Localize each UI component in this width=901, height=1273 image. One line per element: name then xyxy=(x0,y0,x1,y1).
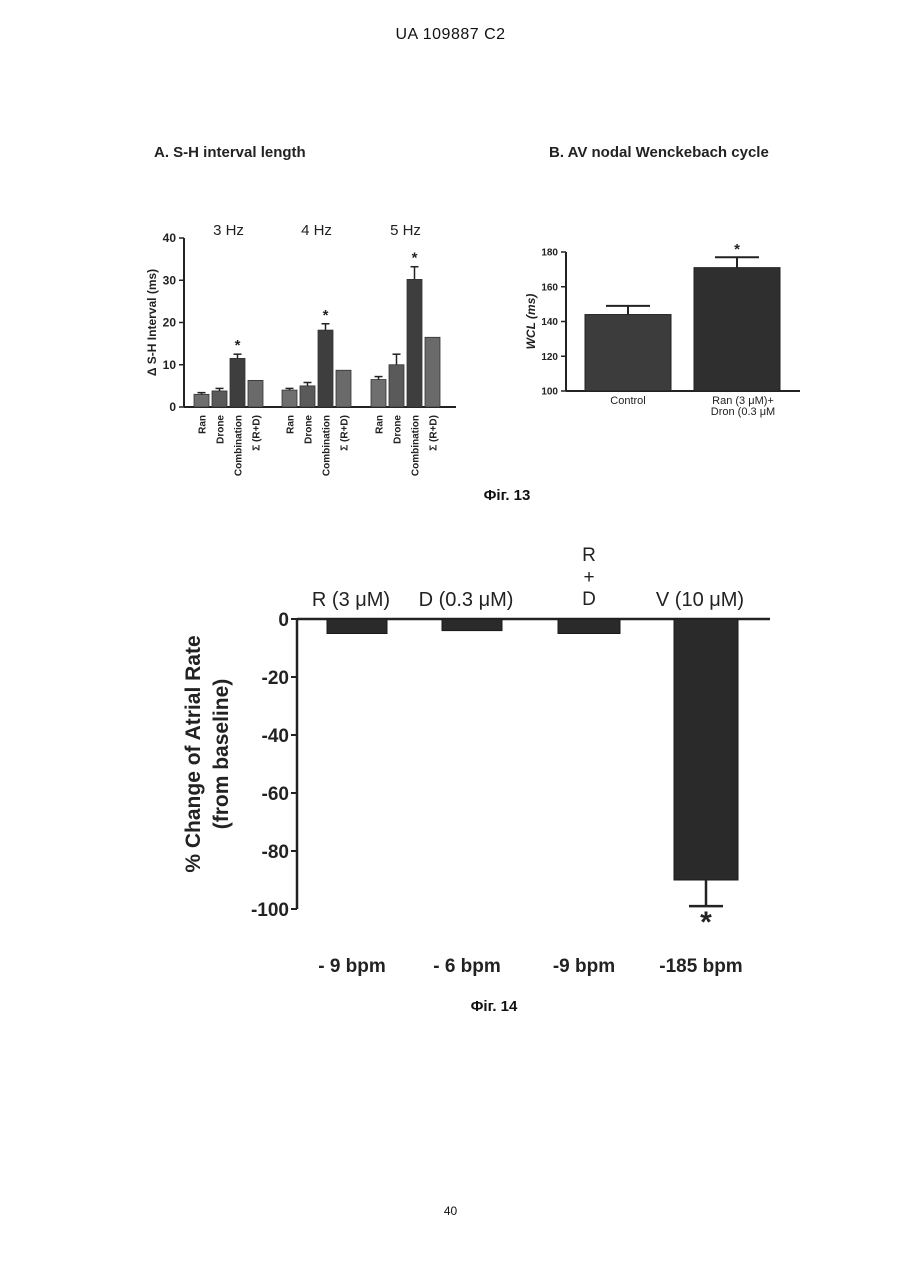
y-tick-label: 40 xyxy=(163,231,177,245)
category-label: R (3 μM) xyxy=(312,589,390,611)
bpm-label: - 9 bpm xyxy=(318,956,386,977)
y-tick-label: -40 xyxy=(262,726,289,747)
patent-header: UA 109887 C2 xyxy=(0,26,901,44)
bar xyxy=(425,337,440,407)
category-label: V (10 μM) xyxy=(656,589,744,611)
figure-13-caption: Фіг. 13 xyxy=(407,487,607,504)
bar xyxy=(212,391,227,407)
y-axis-label: WCL (ms) xyxy=(524,294,538,350)
bar xyxy=(282,390,297,407)
significance-star: * xyxy=(700,906,712,939)
category-label: Ran (3 μM)+Dron (0.3 μM xyxy=(711,395,775,418)
bar xyxy=(230,358,245,407)
y-tick-label: 30 xyxy=(163,273,177,287)
atrial-rate-chart: 0 -20 -40 -60 -80 -100 % Change of Atrial Rate… xyxy=(160,535,800,985)
group-label: 3 Hz xyxy=(213,222,244,239)
bar xyxy=(248,380,263,407)
category-label: Ran xyxy=(198,415,209,434)
bar xyxy=(300,386,315,407)
category-label: Combination xyxy=(411,415,422,476)
bar xyxy=(336,370,351,407)
bpm-label: -9 bpm xyxy=(553,956,615,977)
significance-star: * xyxy=(734,241,740,258)
group-label: 5 Hz xyxy=(390,222,421,239)
panel-a-title: A. S-H interval length xyxy=(154,142,354,164)
figure-14-caption: Фіг. 14 xyxy=(394,998,594,1015)
y-tick-label: 20 xyxy=(163,316,177,330)
bar xyxy=(558,619,620,634)
significance-star: * xyxy=(412,250,418,267)
y-tick-label: -20 xyxy=(262,668,289,689)
category-label: Ran xyxy=(286,415,297,434)
bpm-label: - 6 bpm xyxy=(433,956,501,977)
y-tick-label: -100 xyxy=(251,900,289,921)
wenckebach-chart: 100 120 140 160 180 WCL (ms) Control * Ran (3 μM… xyxy=(510,235,810,430)
category-label: Ran xyxy=(375,415,386,434)
bar xyxy=(194,394,209,407)
y-tick-label: 10 xyxy=(163,358,177,372)
y-tick-label: 180 xyxy=(541,248,558,259)
bar xyxy=(407,279,422,407)
y-tick-label: 100 xyxy=(541,387,558,398)
significance-star: * xyxy=(323,307,329,324)
bar xyxy=(318,330,333,407)
bar xyxy=(327,619,387,634)
category-label: Combination xyxy=(234,415,245,476)
category-label: Drone xyxy=(216,415,227,444)
category-label: Combination xyxy=(322,415,333,476)
bpm-label: -185 bpm xyxy=(659,956,742,977)
bar xyxy=(585,315,671,391)
y-tick-label: -80 xyxy=(262,842,289,863)
y-tick-label: -60 xyxy=(262,784,289,805)
category-label: Σ (R+D) xyxy=(429,415,440,451)
category-label: Control xyxy=(610,395,645,407)
y-tick-label: 140 xyxy=(541,317,558,328)
y-tick-label: 120 xyxy=(541,352,558,363)
bar xyxy=(389,365,404,407)
bar xyxy=(371,380,386,407)
category-label: Σ (R+D) xyxy=(252,415,263,451)
bar xyxy=(442,619,502,631)
significance-star: * xyxy=(235,337,241,354)
group-label: 4 Hz xyxy=(301,222,332,239)
category-label: D (0.3 μM) xyxy=(419,589,514,611)
category-label: Drone xyxy=(304,415,315,444)
category-label: Σ (R+D) xyxy=(340,415,351,451)
sh-interval-chart: 0 10 20 30 40 Δ S-H Interval (ms) 3 Hz Ran Drone… xyxy=(130,210,470,490)
page-number: 40 xyxy=(0,1204,901,1218)
y-tick-label: 0 xyxy=(169,400,176,414)
panel-b-title: B. AV nodal Wenckebach cycle xyxy=(549,142,849,164)
bar xyxy=(694,268,780,391)
y-axis-label: Δ S-H Interval (ms) xyxy=(145,269,159,376)
bar xyxy=(674,619,738,880)
y-axis-label: % Change of Atrial Rate(from baseline) xyxy=(182,635,233,872)
category-label: Drone xyxy=(393,415,404,444)
y-tick-label: 0 xyxy=(278,610,289,631)
category-label: R+D xyxy=(582,545,596,610)
y-tick-label: 160 xyxy=(541,282,558,293)
